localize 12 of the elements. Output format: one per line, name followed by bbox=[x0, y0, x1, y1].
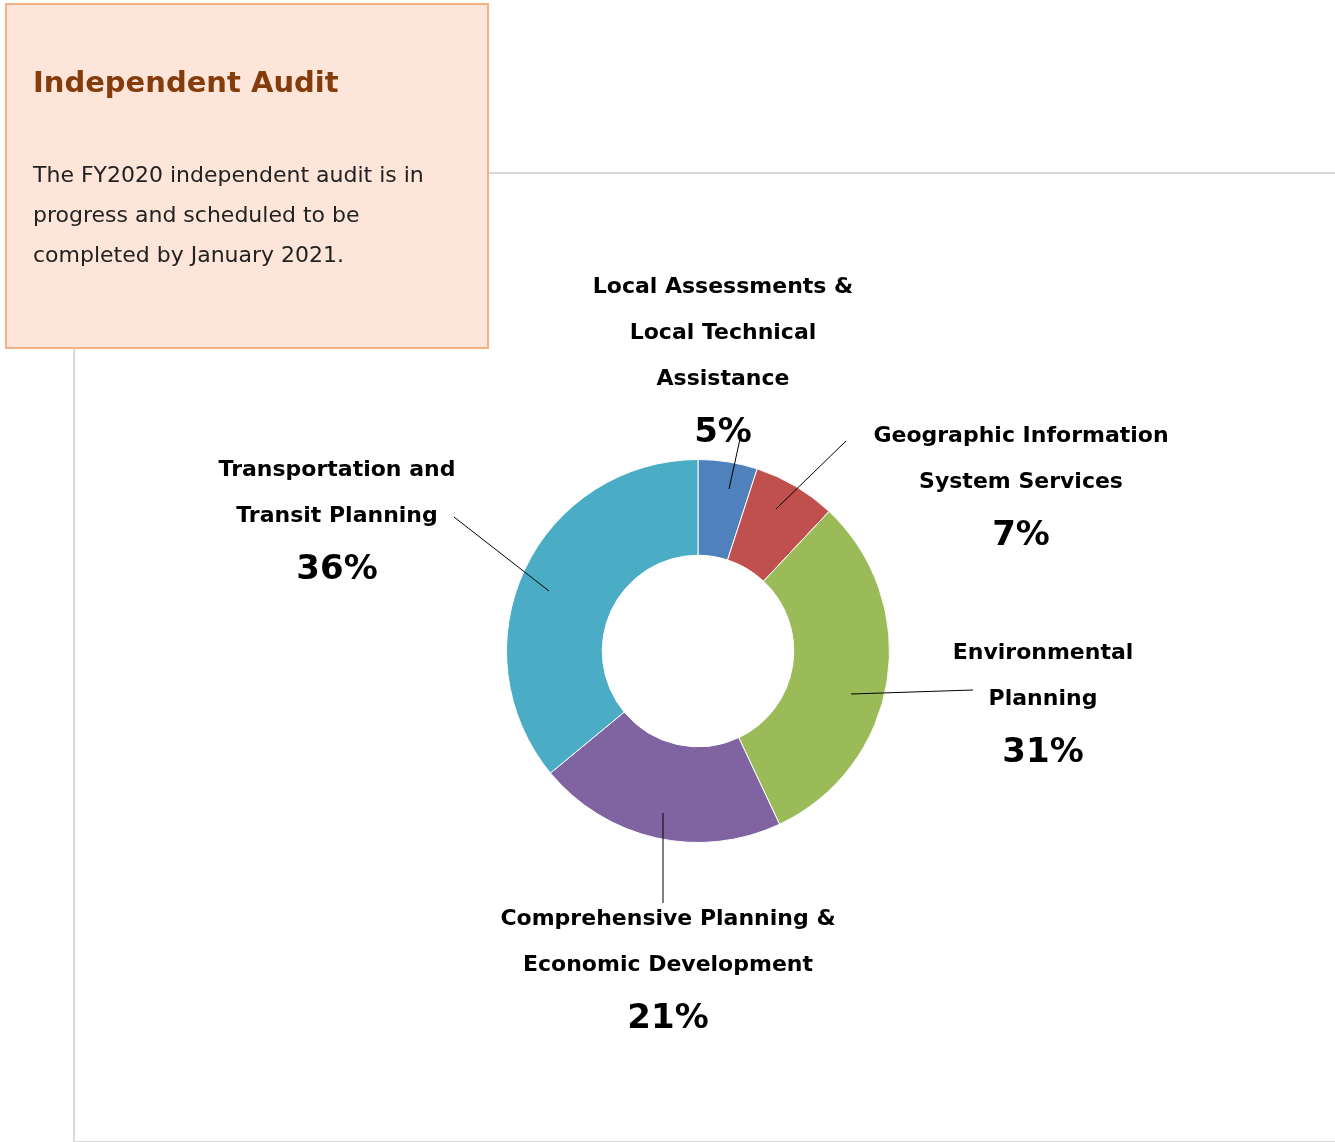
data-label: 5% bbox=[694, 409, 752, 450]
slice-label: Local Assessments & Local Technical Assistance bbox=[592, 272, 854, 390]
slice-label: Transportation and Transit Planning bbox=[218, 455, 456, 527]
data-label: 21% bbox=[627, 995, 709, 1036]
text: Independent Audit bbox=[33, 65, 339, 99]
slice-label: Environmental Planning bbox=[952, 638, 1134, 710]
data-label: 31% bbox=[1002, 729, 1084, 770]
text: The FY2020 independent audit is in progress and scheduled to be completed by January 2021. bbox=[33, 161, 425, 269]
slice-label: Geographic Information System Services bbox=[873, 421, 1169, 493]
data-label: 36% bbox=[296, 546, 378, 587]
slice-label: Comprehensive Planning & Economic Development bbox=[500, 904, 836, 976]
data-label: 7% bbox=[992, 512, 1050, 553]
